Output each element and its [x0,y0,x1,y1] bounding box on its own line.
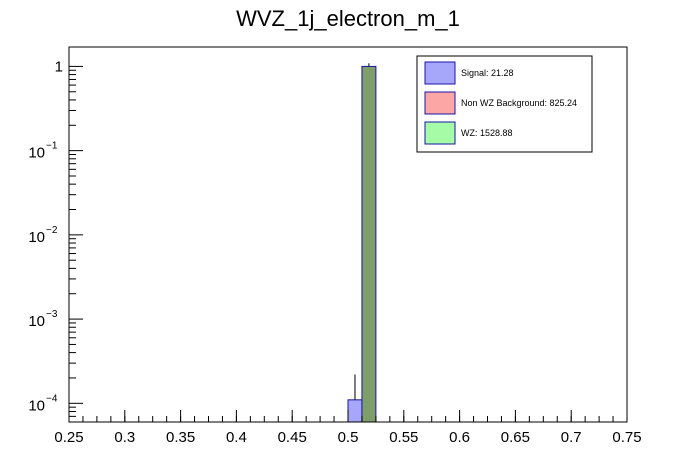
legend-label: WZ: 1528.88 [461,128,513,138]
legend-label: Non WZ Background: 825.24 [461,98,577,108]
legend-swatch [424,121,456,145]
bar-signal [347,399,363,423]
legend-label: Signal: 21.28 [461,68,514,78]
x-tick-label: 0.6 [449,429,470,446]
x-tick-label: 0.25 [54,429,83,446]
y-tick-exponent: −2 [46,225,58,236]
x-tick-label: 0.75 [612,429,641,446]
x-tick-label: 0.55 [389,429,418,446]
y-tick-exponent: −3 [46,309,58,320]
x-axis: 0.25 0.3 0.35 0.4 0.45 0.5 0.55 0.6 0.65 0.7 0.75 [54,410,642,446]
y-tick-exponent: −1 [46,141,58,152]
bars-layer [347,63,377,423]
legend-swatch [424,61,456,85]
x-tick-label: 0.5 [338,429,359,446]
x-tick-label: 0.7 [561,429,582,446]
bar-wz [361,65,377,423]
x-tick-label: 0.35 [166,429,195,446]
legend: Signal: 21.28 Non WZ Background: 825.24 WZ… [416,55,593,153]
y-tick-label: 10 [28,229,45,246]
y-axis: 110−110−210−310−4 [28,58,83,423]
x-tick-label: 0.65 [501,429,530,446]
x-tick-label: 0.45 [278,429,307,446]
y-tick-label: 10 [28,313,45,330]
legend-swatch [424,91,456,115]
x-tick-label: 0.4 [226,429,247,446]
x-tick-label: 0.3 [114,429,135,446]
y-tick-exponent: −4 [46,393,58,404]
y-tick-label: 10 [28,397,45,414]
y-tick-label: 1 [55,58,63,75]
y-tick-label: 10 [28,145,45,162]
chart-title: WVZ_1j_electron_m_1 [236,6,460,31]
